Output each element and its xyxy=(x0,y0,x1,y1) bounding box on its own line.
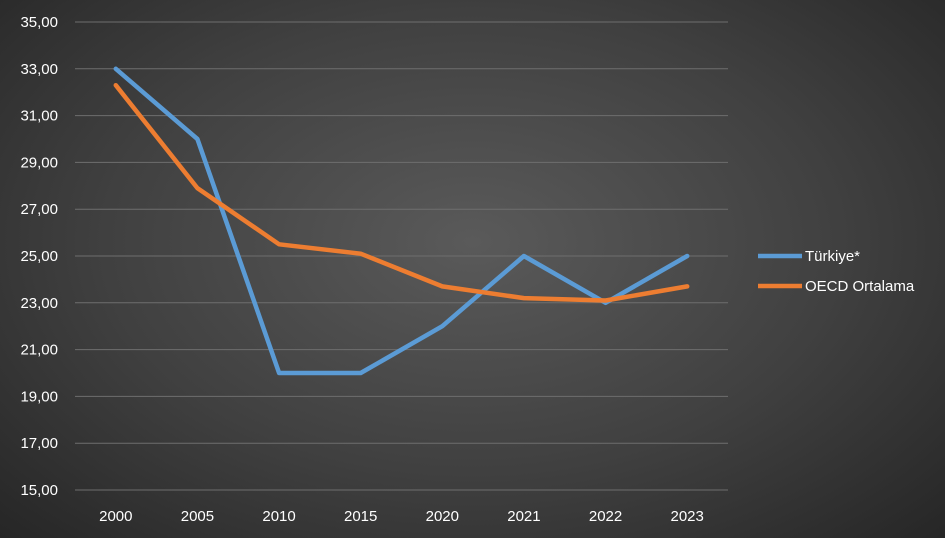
x-tick-label: 2020 xyxy=(426,508,459,525)
x-tick-label: 2022 xyxy=(589,508,622,525)
series-line-2 xyxy=(113,82,690,303)
y-tick-label: 27,00 xyxy=(20,201,58,218)
x-tick-label: 2015 xyxy=(344,508,377,525)
x-tick-label: 2000 xyxy=(99,508,132,525)
y-tick-label: 19,00 xyxy=(20,388,58,405)
series-line-1 xyxy=(113,66,690,376)
x-tick-label: 2005 xyxy=(181,508,214,525)
y-tick-label: 17,00 xyxy=(20,435,58,452)
y-axis-ticks: 15,00 17,00 19,00 21,00 23,00 25,00 27,00 29,00… xyxy=(20,14,58,499)
gridlines xyxy=(75,21,728,491)
legend: Türkiye* OECD Ortalama xyxy=(758,248,915,295)
y-tick-label: 23,00 xyxy=(20,295,58,312)
y-tick-label: 25,00 xyxy=(20,248,58,265)
y-tick-label: 29,00 xyxy=(20,154,58,171)
y-tick-label: 35,00 xyxy=(20,14,58,31)
x-axis-ticks: 2000 2005 2010 2015 2020 2021 2022 2023 xyxy=(99,508,704,525)
legend-label: OECD Ortalama xyxy=(805,278,915,295)
x-tick-label: 2010 xyxy=(262,508,295,525)
y-tick-label: 15,00 xyxy=(20,482,58,499)
y-tick-label: 33,00 xyxy=(20,61,58,78)
y-tick-label: 31,00 xyxy=(20,108,58,125)
y-tick-label: 21,00 xyxy=(20,342,58,359)
series-lines xyxy=(113,66,690,376)
legend-label: Türkiye* xyxy=(805,248,860,265)
x-tick-label: 2023 xyxy=(671,508,704,525)
x-tick-label: 2021 xyxy=(507,508,540,525)
